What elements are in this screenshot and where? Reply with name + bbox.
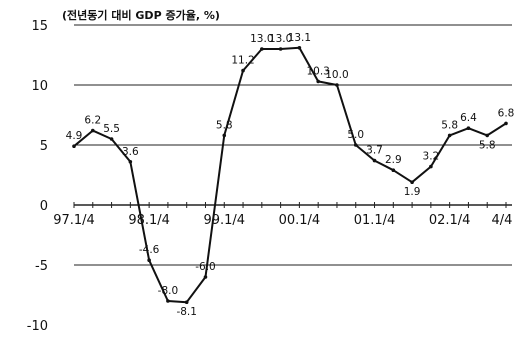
data-point	[410, 180, 414, 184]
data-label: -4.6	[139, 244, 160, 256]
y-tick-label: -10	[27, 319, 48, 334]
data-point	[241, 68, 245, 73]
x-axis-tick-labels: 97.1/4 98.1/4 99.1/4 00.1/4 01.1/4 02.1/4 4/4	[53, 213, 512, 228]
gridlines	[73, 24, 512, 266]
data-label: -8.0	[158, 285, 179, 297]
data-point	[184, 300, 189, 305]
data-label: 5.8	[479, 139, 496, 151]
gdp-series	[72, 46, 508, 305]
data-label: 13.0	[269, 33, 292, 45]
data-point	[109, 137, 114, 141]
data-label: 13.0	[250, 33, 273, 45]
data-point	[128, 160, 133, 164]
y-axis-tick-labels: 15 10 5 0 -5 -10	[27, 19, 48, 334]
y-tick-label: -5	[35, 259, 48, 274]
data-label: 11.2	[231, 55, 254, 67]
y-tick-label: 5	[40, 139, 48, 154]
x-tick-label: 97.1/4	[53, 213, 95, 228]
data-point	[485, 133, 490, 138]
data-point	[429, 164, 433, 169]
data-label: 6.2	[84, 115, 101, 127]
y-tick-label: 0	[40, 199, 48, 214]
data-label: 5.5	[103, 123, 120, 135]
data-point	[391, 168, 396, 172]
data-label: 4.9	[66, 130, 83, 142]
x-tick-label: 01.1/4	[354, 213, 396, 228]
data-label: 3.7	[366, 145, 383, 157]
data-label: -8.1	[176, 306, 197, 318]
chart-title: (전년동기 대비 GDP 증가율, %)	[62, 8, 220, 22]
data-point	[72, 144, 76, 148]
data-point	[90, 128, 95, 133]
data-point	[166, 299, 170, 303]
data-label: 10.0	[325, 69, 348, 81]
data-label: 3.2	[423, 151, 440, 163]
data-point	[447, 133, 452, 138]
data-label: -6.0	[195, 261, 216, 273]
data-label: 5.8	[216, 119, 233, 131]
data-point	[372, 158, 377, 163]
data-labels: 4.96.25.53.6-4.6-8.0-8.1-6.05.811.213.01…	[66, 32, 515, 318]
data-label: 5.8	[441, 119, 458, 131]
data-point	[278, 47, 283, 51]
data-label: 2.9	[385, 154, 402, 166]
data-point	[147, 258, 151, 263]
data-point	[466, 126, 471, 130]
data-label: 5.0	[347, 129, 364, 141]
data-point	[203, 275, 208, 279]
data-point	[335, 83, 339, 87]
series-line	[73, 46, 507, 304]
data-point	[504, 121, 508, 126]
data-label: 6.4	[460, 112, 477, 124]
data-label: 13.1	[288, 32, 311, 44]
data-label: 10.3	[306, 65, 329, 77]
y-tick-label: 10	[31, 79, 48, 94]
data-label: 1.9	[404, 186, 421, 198]
data-point	[316, 79, 320, 84]
x-tick-label: 99.1/4	[203, 213, 245, 228]
x-tick-label: 02.1/4	[429, 213, 471, 228]
y-tick-label: 15	[31, 19, 48, 34]
x-tick-label: 4/4	[492, 213, 513, 228]
x-tick-label: 98.1/4	[128, 213, 170, 228]
data-label: 6.8	[498, 107, 515, 119]
data-point	[353, 143, 358, 147]
x-tick-label: 00.1/4	[279, 213, 321, 228]
data-label: 3.6	[122, 146, 139, 158]
data-point	[297, 46, 302, 50]
data-point	[222, 133, 227, 138]
data-point	[260, 47, 264, 51]
